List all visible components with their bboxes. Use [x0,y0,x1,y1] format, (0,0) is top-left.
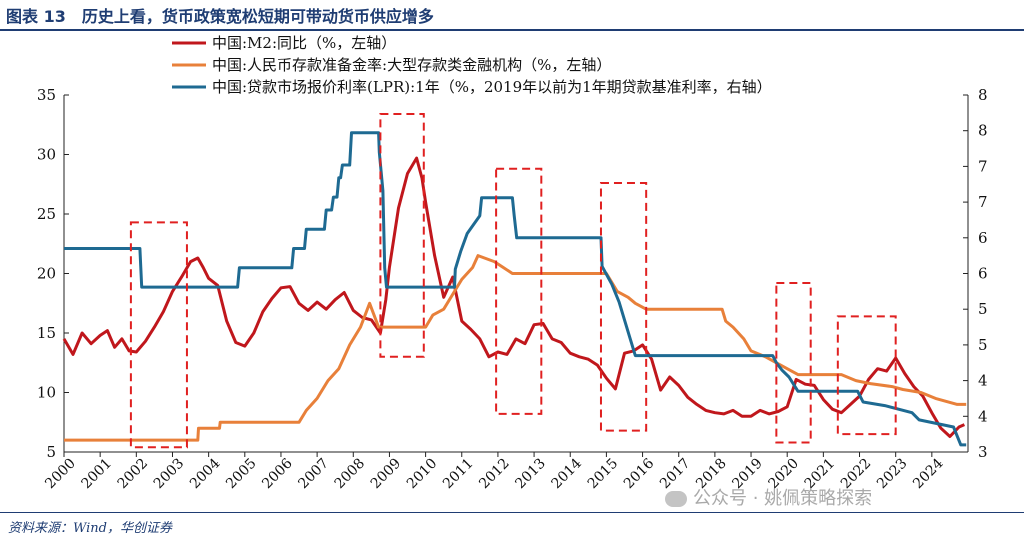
highlight-box-1 [129,221,188,449]
highlight-box-4 [599,182,648,432]
x-tick-label: 2006 [259,455,296,492]
watermark-text: 公众号 · 姚佩策略探索 [693,488,873,509]
y-right-tick-label: 5 [978,336,988,354]
y-right-tick-label: 8 [978,122,988,140]
x-tick-label: 2011 [440,456,477,493]
y-right-tick-label: 7 [978,157,988,175]
x-tick-label: 2003 [151,456,188,493]
x-tick-label: 2001 [78,456,115,493]
series-layer [62,131,967,447]
series-line-2 [64,254,967,442]
x-tick-label: 2024 [910,455,947,492]
series-line-1 [62,156,966,438]
x-tick-label: 2013 [512,456,549,493]
x-tick-label: 2012 [476,456,513,493]
highlight-box-6 [836,315,897,436]
x-tick-label: 2007 [295,456,332,493]
highlight-boxes [129,113,897,449]
source-note: 资料来源：Wind，华创证券 [8,521,172,536]
legend-label-3: 中国:贷款市场报价利率(LPR):1年（%，2019年以前为1年期贷款基准利率，… [212,78,772,96]
title-bar: 图表 13 历史上看，货币政策宽松短期可带动货币供应增多 [0,0,1024,31]
y-left-tick-label: 30 [37,146,56,164]
x-tick-label: 2023 [874,456,911,493]
title-rule [0,29,1024,31]
y-right-tick-label: 3 [978,443,988,461]
x-tick-label: 2008 [332,456,369,493]
y-right-tick-label: 4 [978,372,988,390]
y-left-tick-label: 10 [37,384,56,402]
series-line-3 [64,131,967,447]
y-right-tick-label: 8 [978,86,988,104]
x-tick-label: 2002 [115,456,152,493]
y-right-tick-label: 6 [978,265,988,283]
x-tick-label: 2015 [585,456,622,493]
y-right-tick-label: 5 [978,300,988,318]
y-right-tick-label: 6 [978,229,988,247]
y-left-tick-label: 25 [37,205,56,223]
figure-title: 图表 13 历史上看，货币政策宽松短期可带动货币供应增多 [6,7,434,26]
x-tick-label: 2016 [621,455,658,492]
watermark: 公众号 · 姚佩策略探索 [665,484,872,510]
legend-label-1: 中国:M2:同比（%，左轴） [212,34,396,52]
highlight-box-3 [495,167,543,415]
highlight-box-2 [379,113,425,358]
highlight-box-5 [775,282,812,444]
y-left-tick-label: 15 [37,324,56,342]
x-tick-label: 2004 [187,455,224,492]
legend: 中国:M2:同比（%，左轴） 中国:人民币存款准备金率:大型存款类金融机构（%，左… [172,34,772,96]
legend-label-2: 中国:人民币存款准备金率:大型存款类金融机构（%，左轴） [212,56,611,74]
y-left-tick-label: 5 [46,443,56,461]
y-right-tick-label: 4 [978,407,988,425]
y-left-tick-label: 35 [37,86,56,104]
y-left-tick-label: 20 [37,265,56,283]
wechat-icon [665,491,687,507]
x-tick-label: 2005 [223,456,260,493]
line-chart: 中国:M2:同比（%，左轴） 中国:人民币存款准备金率:大型存款类金融机构（%，左… [37,34,988,492]
x-tick-label: 2009 [368,456,405,493]
footer-rule [0,512,1024,513]
x-tick-label: 2010 [404,456,441,493]
y-right-tick-label: 7 [978,193,988,211]
x-tick-label: 2014 [549,455,586,492]
